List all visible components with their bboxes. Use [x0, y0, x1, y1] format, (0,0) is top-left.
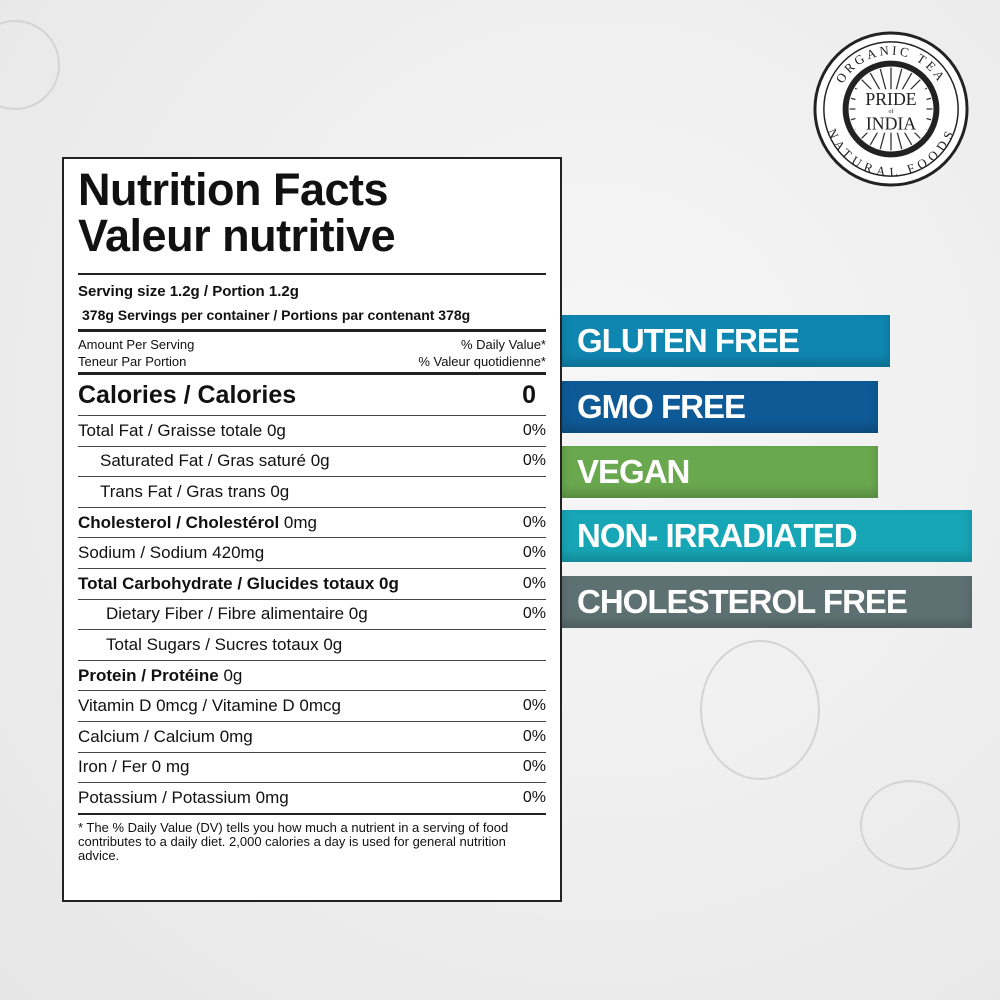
nutrient-row: Dietary Fiber / Fibre alimentaire 0g 0%	[78, 598, 546, 630]
nutrient-row: Cholesterol / Cholestérol 0mg 0%	[78, 506, 546, 538]
nutrient-name: Total Sugars / Sucres totaux 0g	[106, 634, 343, 654]
dv-en: % Daily Value*	[460, 337, 546, 352]
nutrient-row: Iron / Fer 0 mg 0%	[78, 751, 546, 783]
nutrient-row: Potassium / Potassium 0mg 0%	[78, 782, 546, 813]
badge-vegan: VEGAN	[562, 446, 878, 498]
background-decoration	[700, 640, 820, 780]
nutrient-name: Potassium / Potassium 0mg	[78, 787, 289, 807]
nutrient-name: Sodium / Sodium 420mg	[78, 543, 265, 563]
nutrient-row: Saturated Fat / Gras saturé 0g 0%	[78, 445, 546, 477]
nutrient-row: Trans Fat / Gras trans 0g	[78, 476, 546, 507]
nutrient-name: Calcium / Calcium 0mg	[78, 726, 253, 746]
nutrition-facts-label: Nutrition Facts Valeur nutritive Serving…	[62, 157, 562, 902]
nutrient-name: Protein / Protéine 0g	[78, 665, 243, 685]
nutrient-name: Dietary Fiber / Fibre alimentaire 0g	[106, 604, 368, 624]
badge-gmo-free: GMO FREE	[562, 381, 878, 433]
background-decoration	[860, 780, 960, 870]
serving-size: Serving size 1.2g / Portion 1.2g	[78, 283, 299, 300]
servings-per-container: 378g Servings per container / Portions p…	[82, 307, 471, 323]
footnote: * The % Daily Value (DV) tells you how m…	[78, 812, 546, 863]
nutrient-name: Trans Fat / Gras trans 0g	[100, 481, 290, 501]
nutrient-dv: 0%	[522, 758, 546, 776]
logo-india: INDIA	[866, 114, 916, 134]
nutrient-name: Iron / Fer 0 mg	[78, 757, 190, 777]
title-fr: Valeur nutritive	[78, 210, 396, 261]
badge-non-irradiated: NON- IRRADIATED	[562, 510, 972, 562]
nutrient-dv: 0%	[522, 513, 546, 531]
calories-row: Calories / Calories 0	[78, 375, 546, 415]
nutrient-dv: 0%	[522, 788, 546, 806]
divider	[78, 372, 546, 375]
nutrient-row: Vitamin D 0mcg / Vitamine D 0mcg 0%	[78, 690, 546, 721]
nutrient-row: Total Carbohydrate / Glucides totaux 0g 0…	[78, 567, 546, 599]
nutrient-name: Total Carbohydrate / Glucides totaux 0g	[78, 573, 399, 593]
nutrient-row: Protein / Protéine 0g	[78, 659, 546, 691]
nutrient-row: Total Sugars / Sucres totaux 0g	[78, 629, 546, 660]
logo-pride: PRIDE	[865, 89, 916, 109]
title-en: Nutrition Facts	[78, 164, 389, 215]
divider	[78, 329, 546, 332]
badge-gluten-free: GLUTEN FREE	[562, 315, 890, 367]
nutrient-dv: 0%	[522, 727, 546, 745]
calories-value: 0	[522, 380, 536, 409]
divider	[78, 273, 546, 275]
nutrient-rows: Total Fat / Graisse totale 0g 0% Saturated…	[78, 415, 546, 813]
nutrient-row: Sodium / Sodium 420mg 0%	[78, 537, 546, 568]
nutrient-dv: 0%	[522, 697, 546, 715]
nutrient-name: Vitamin D 0mcg / Vitamine D 0mcg	[78, 696, 341, 716]
amount-header: Amount Per Serving Teneur Par Portion % D…	[78, 332, 546, 372]
logo-of: of	[889, 108, 894, 115]
nutrient-row: Calcium / Calcium 0mg 0%	[78, 720, 546, 752]
calories-label: Calories / Calories	[78, 380, 297, 409]
nutrient-name: Cholesterol / Cholestérol 0mg	[78, 512, 317, 532]
nutrient-dv: 0%	[522, 574, 546, 592]
amount-en: Amount Per Serving	[78, 337, 195, 352]
nutrient-row: Total Fat / Graisse totale 0g 0%	[78, 415, 546, 446]
amount-fr: Teneur Par Portion	[78, 354, 187, 369]
badge-cholesterol-free: CHOLESTEROL FREE	[562, 576, 972, 628]
pride-of-india-logo: ORGANIC TEA NATURAL FOODS PRIDE of INDIA	[813, 31, 969, 187]
nutrient-name: Total Fat / Graisse totale 0g	[78, 420, 286, 440]
nutrient-dv: 0%	[522, 544, 546, 562]
nutrient-dv: 0%	[522, 421, 546, 439]
nutrient-name: Saturated Fat / Gras saturé 0g	[100, 451, 330, 471]
nutrient-dv: 0%	[522, 605, 546, 623]
nutrient-dv: 0%	[522, 452, 546, 470]
background-decoration	[0, 20, 60, 110]
dv-fr: % Valeur quotidienne*	[418, 354, 546, 369]
